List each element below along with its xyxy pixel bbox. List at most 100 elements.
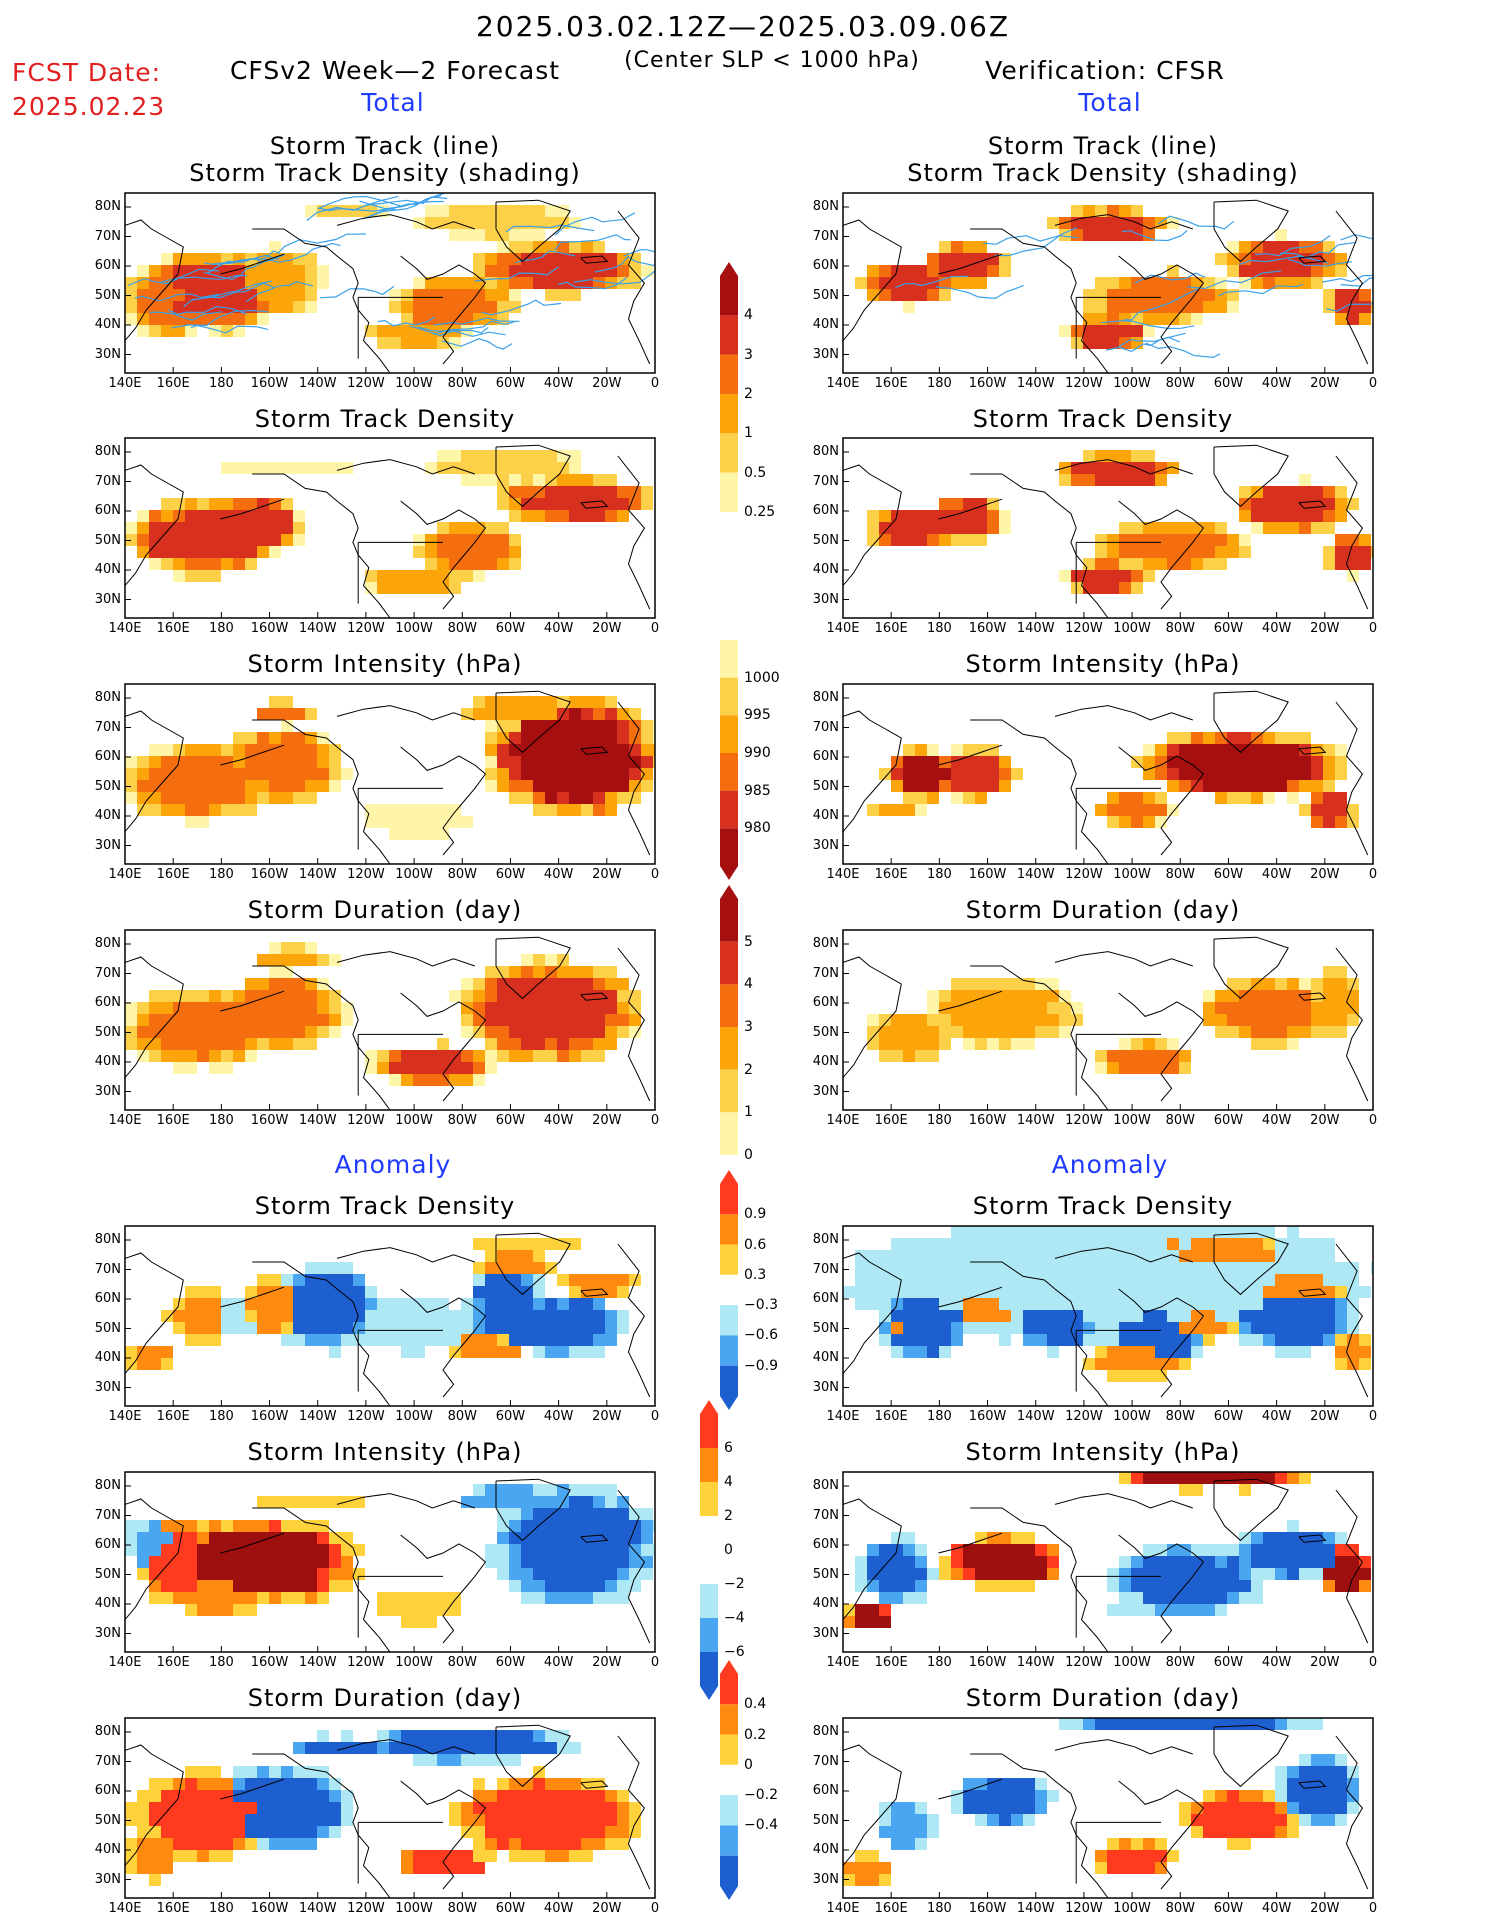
- shading-cell: [1323, 301, 1335, 313]
- colorbar-label: −6: [724, 1644, 745, 1660]
- shading-cell: [389, 1074, 401, 1086]
- shading-cell: [1107, 462, 1119, 474]
- shading-cell: [1311, 1568, 1323, 1580]
- shading-cell: [557, 1298, 569, 1310]
- shading-cell: [569, 1002, 581, 1014]
- shading-cell: [593, 978, 605, 990]
- lon-label: 180: [208, 1901, 234, 1916]
- shading-cell: [245, 1604, 257, 1616]
- shading-cell: [581, 1484, 593, 1496]
- shading-cell: [1011, 1778, 1023, 1790]
- shading-cell: [281, 978, 293, 990]
- shading-cell: [1239, 1556, 1251, 1568]
- shading-cell: [545, 450, 557, 462]
- shading-cell: [1167, 462, 1179, 474]
- shading-cell: [245, 732, 257, 744]
- colorbar-label: 0.25: [744, 504, 776, 520]
- shading-cell: [209, 1062, 221, 1074]
- left-map-row0: 80N 70N 60N 50N 40N 30N 140E 160E 180 160W 140W 120…: [95, 192, 659, 391]
- shading-cell: [125, 792, 137, 804]
- shading-cell: [425, 1862, 437, 1874]
- storm-track-line: [277, 233, 366, 254]
- shading-cell: [855, 1286, 867, 1298]
- shading-cell: [1107, 337, 1119, 349]
- shading-cell: [1287, 1286, 1299, 1298]
- shading-cell: [903, 1310, 915, 1322]
- shading-cell: [915, 1038, 927, 1050]
- shading-cell: [149, 1568, 161, 1580]
- shading-cell: [1179, 534, 1191, 546]
- storm-track-line: [149, 311, 223, 321]
- shading-cell: [1335, 546, 1347, 558]
- shading-cell: [1239, 1580, 1251, 1592]
- colorbar-swatch: [720, 1244, 738, 1275]
- lon-label: 80W: [1165, 867, 1195, 882]
- shading-cell: [1239, 1484, 1251, 1496]
- shading-cell: [963, 744, 975, 756]
- shading-cell: [999, 1026, 1011, 1038]
- shading-cell: [545, 1838, 557, 1850]
- shading-cell: [389, 1334, 401, 1346]
- shading-cell: [1191, 1298, 1203, 1310]
- shading-cell: [1323, 816, 1335, 828]
- shading-cell: [903, 1346, 915, 1358]
- shading-cell: [257, 534, 269, 546]
- shading-cell: [843, 1286, 855, 1298]
- shading-cell: [413, 828, 425, 840]
- coastline: [495, 1232, 571, 1296]
- shading-cell: [533, 1496, 545, 1508]
- shading-cell: [1191, 1250, 1203, 1262]
- shading-cell: [915, 1544, 927, 1556]
- shading-cell: [281, 289, 293, 301]
- shading-cell: [1095, 217, 1107, 229]
- shading-cell: [1323, 486, 1335, 498]
- shading-cell: [305, 289, 317, 301]
- shading-cell: [1167, 301, 1179, 313]
- shading-cell: [1143, 804, 1155, 816]
- shading-cell: [305, 1286, 317, 1298]
- shading-cell: [341, 1532, 353, 1544]
- shading-cell: [197, 1038, 209, 1050]
- shading-cell: [329, 1298, 341, 1310]
- shading-cell: [1083, 301, 1095, 313]
- shading-cell: [1011, 1250, 1023, 1262]
- shading-cell: [581, 804, 593, 816]
- shading-cell: [963, 1250, 975, 1262]
- shading-cell: [1347, 289, 1359, 301]
- shading-cell: [1047, 1002, 1059, 1014]
- shading-cell: [533, 253, 545, 265]
- shading-cell: [149, 265, 161, 277]
- shading-cell: [593, 1002, 605, 1014]
- shading-cell: [125, 1014, 137, 1026]
- shading-cell: [533, 265, 545, 277]
- shading-cell: [257, 1802, 269, 1814]
- shading-cell: [305, 1322, 317, 1334]
- shading-cell: [1131, 558, 1143, 570]
- shading-cell: [581, 1286, 593, 1298]
- shading-cell: [1191, 1556, 1203, 1568]
- shading-cell: [497, 546, 509, 558]
- shading-cell: [221, 325, 233, 337]
- lon-label: 140W: [1016, 1113, 1055, 1128]
- shading-cell: [437, 1074, 449, 1086]
- lat-label: 70N: [94, 965, 121, 981]
- shading-cell: [329, 1814, 341, 1826]
- coastline: [1213, 444, 1289, 508]
- shading-cell: [569, 1520, 581, 1532]
- shading-cell: [137, 289, 149, 301]
- shading-cell: [281, 1544, 293, 1556]
- shading-cell: [617, 720, 629, 732]
- shading-cell: [1215, 1544, 1227, 1556]
- shading-cell: [1047, 1286, 1059, 1298]
- shading-cell: [413, 1310, 425, 1322]
- lat-label: 40N: [812, 562, 839, 577]
- shading-cell: [497, 1508, 509, 1520]
- shading-cell: [629, 1826, 641, 1838]
- shading-cell: [1311, 1790, 1323, 1802]
- shading-cell: [497, 1730, 509, 1742]
- shading-cell: [221, 1790, 233, 1802]
- shading-cell: [1311, 744, 1323, 756]
- shading-cell: [209, 570, 221, 582]
- shading-cell: [1143, 1556, 1155, 1568]
- shading-cell: [1083, 450, 1095, 462]
